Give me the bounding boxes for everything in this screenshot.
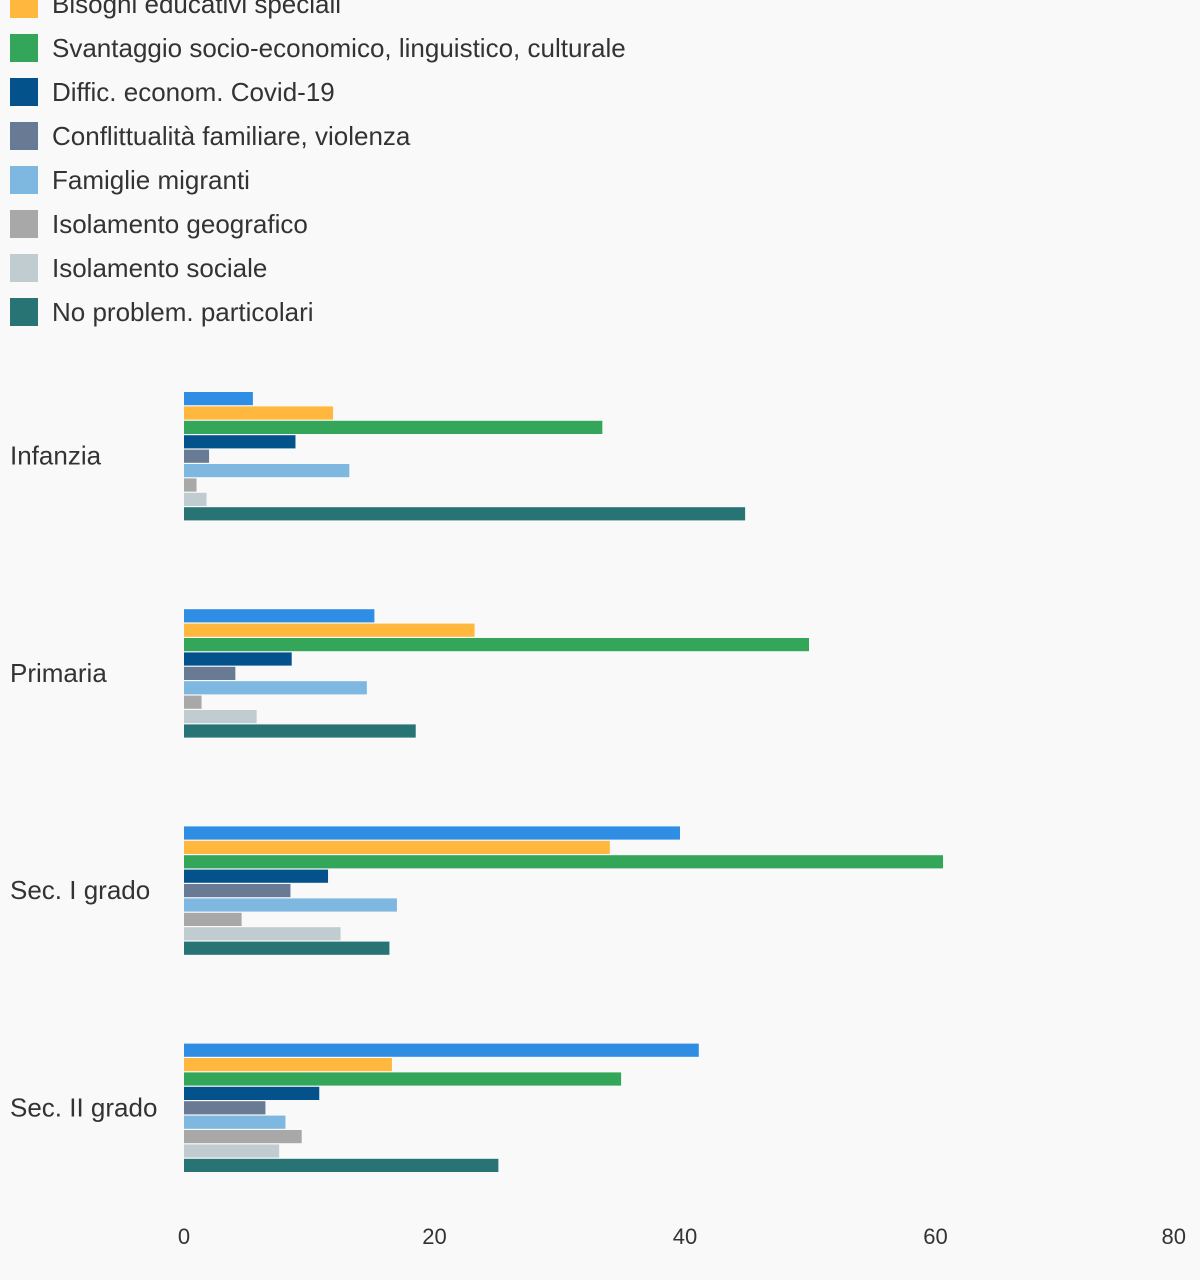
legend-item[interactable]: Famiglie migranti: [10, 158, 626, 202]
legend-swatch: [10, 166, 38, 194]
bar[interactable]: [184, 507, 746, 521]
x-tick-label: 80: [1162, 1224, 1186, 1249]
bar[interactable]: [184, 1144, 280, 1158]
legend-label: Svantaggio socio-economico, linguistico,…: [52, 32, 626, 63]
bar[interactable]: [184, 638, 809, 652]
category-label: Sec. I grado: [10, 875, 150, 905]
legend-swatch: [10, 0, 38, 18]
bar[interactable]: [184, 478, 197, 492]
legend-label: Bisogni educativi speciali: [52, 0, 342, 19]
bar[interactable]: [184, 710, 257, 724]
legend-label: Conflittualità familiare, violenza: [52, 120, 411, 151]
bar[interactable]: [184, 1130, 302, 1144]
bar[interactable]: [184, 652, 292, 666]
bar[interactable]: [184, 435, 296, 449]
legend-item[interactable]: Bisogni educativi speciali: [10, 0, 626, 26]
category-label: Primaria: [10, 658, 107, 688]
legend-swatch: [10, 254, 38, 282]
legend-item[interactable]: Isolamento geografico: [10, 202, 626, 246]
legend-item[interactable]: Isolamento sociale: [10, 246, 626, 290]
x-tick-label: 60: [923, 1224, 947, 1249]
bar[interactable]: [184, 855, 944, 869]
bar[interactable]: [184, 420, 603, 434]
bar[interactable]: [184, 464, 350, 478]
legend-item[interactable]: Diffic. econom. Covid-19: [10, 70, 626, 114]
bar[interactable]: [184, 392, 253, 406]
bar[interactable]: [184, 1101, 266, 1115]
bar[interactable]: [184, 623, 475, 637]
legend-label: Isolamento geografico: [52, 208, 308, 239]
legend-swatch: [10, 210, 38, 238]
bar[interactable]: [184, 724, 416, 738]
bar[interactable]: [184, 1043, 699, 1057]
category-label: Sec. II grado: [10, 1092, 157, 1122]
bar[interactable]: [184, 884, 291, 898]
legend-label: Isolamento sociale: [52, 252, 268, 283]
bar[interactable]: [184, 609, 375, 623]
bar[interactable]: [184, 1072, 622, 1086]
bar[interactable]: [184, 927, 341, 941]
x-tick-label: 20: [422, 1224, 446, 1249]
bars: [184, 392, 944, 1172]
category-labels: Infanzia Primaria Sec. I grado Sec. II grad…: [10, 441, 157, 1123]
bar[interactable]: [184, 869, 329, 883]
bar[interactable]: [184, 826, 680, 840]
bar[interactable]: [184, 898, 397, 912]
bar[interactable]: [184, 1158, 499, 1172]
bar[interactable]: [184, 1086, 320, 1100]
legend-swatch: [10, 34, 38, 62]
legend-label: Famiglie migranti: [52, 164, 250, 195]
bar[interactable]: [184, 449, 210, 463]
legend-label: Diffic. econom. Covid-19: [52, 76, 335, 107]
legend-item[interactable]: Svantaggio socio-economico, linguistico,…: [10, 26, 626, 70]
bar[interactable]: [184, 941, 390, 955]
legend-item[interactable]: Conflittualità familiare, violenza: [10, 114, 626, 158]
bar[interactable]: [184, 492, 207, 506]
x-tick-label: 0: [178, 1224, 190, 1249]
category-label: Infanzia: [10, 441, 102, 471]
legend-item[interactable]: No problem. particolari: [10, 290, 626, 334]
legend: Bisogni educativi speciali Svantaggio soc…: [10, 0, 626, 334]
x-tick-label: 40: [673, 1224, 697, 1249]
legend-swatch: [10, 122, 38, 150]
bar[interactable]: [184, 1115, 286, 1129]
bar[interactable]: [184, 695, 202, 709]
x-axis-ticks: 0 20 40 60 80: [178, 1224, 1186, 1249]
bar[interactable]: [184, 666, 236, 680]
bar[interactable]: [184, 681, 367, 695]
bar[interactable]: [184, 1058, 392, 1072]
bar[interactable]: [184, 912, 242, 926]
legend-label: No problem. particolari: [52, 296, 314, 327]
bar[interactable]: [184, 840, 610, 854]
legend-swatch: [10, 78, 38, 106]
legend-swatch: [10, 298, 38, 326]
bar[interactable]: [184, 406, 334, 420]
